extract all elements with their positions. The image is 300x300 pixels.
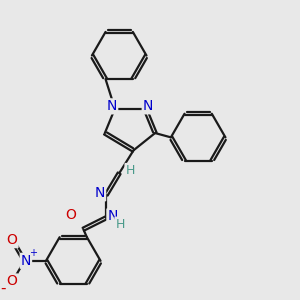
Text: N: N: [95, 186, 105, 200]
Text: N: N: [107, 209, 118, 223]
Text: O: O: [65, 208, 76, 222]
Text: H: H: [116, 218, 125, 231]
Text: O: O: [7, 274, 17, 289]
Text: H: H: [125, 164, 135, 177]
Text: N: N: [143, 99, 153, 113]
Text: +: +: [29, 248, 37, 258]
Text: O: O: [7, 233, 17, 247]
Text: N: N: [107, 99, 117, 113]
Text: -: -: [1, 280, 6, 296]
Text: N: N: [21, 254, 31, 268]
